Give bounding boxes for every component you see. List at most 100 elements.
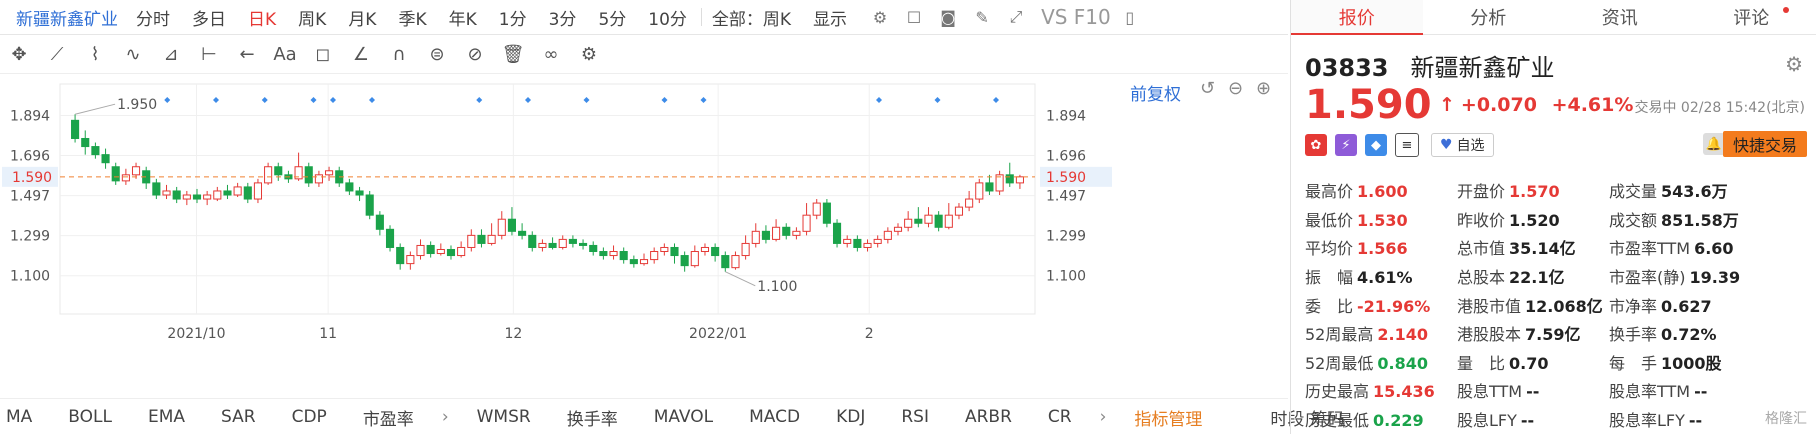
period-day-k[interactable]: 日K bbox=[248, 5, 276, 30]
zoom-out-icon[interactable]: ⊖ bbox=[1228, 78, 1243, 99]
stock-name-link[interactable]: 新疆新鑫矿业 bbox=[16, 5, 118, 30]
fib-tool-icon[interactable]: ⊿ bbox=[152, 35, 190, 73]
tag-icon[interactable]: ◆ bbox=[1365, 134, 1387, 156]
stat-label: 市盈率TTM bbox=[1609, 239, 1690, 258]
adjust-mode-link[interactable]: 前复权 bbox=[1130, 80, 1181, 105]
change-value: +0.070 bbox=[1461, 94, 1537, 116]
y-tick-label-right: 1.299 bbox=[1046, 229, 1086, 245]
period-week-k[interactable]: 周K bbox=[298, 5, 326, 30]
stat-value: 0.840 bbox=[1377, 354, 1428, 373]
camera-icon[interactable]: ◙ bbox=[937, 6, 959, 28]
wave-tool-icon[interactable]: ∿ bbox=[114, 35, 152, 73]
indicator-cr[interactable]: CR bbox=[1048, 407, 1072, 427]
notes-icon[interactable]: ≡ bbox=[1395, 133, 1419, 157]
panel-toggle-icon[interactable]: ▯ bbox=[1119, 6, 1141, 28]
lock-icon[interactable]: ⊜ bbox=[418, 35, 456, 73]
indicator-macd[interactable]: MACD bbox=[749, 407, 800, 427]
text-tool-icon[interactable]: Aa bbox=[266, 35, 304, 73]
indicator-sar[interactable]: SAR bbox=[221, 407, 256, 427]
indicator-rsi[interactable]: RSI bbox=[901, 407, 929, 427]
indicator-ema[interactable]: EMA bbox=[148, 407, 185, 427]
period-fenshi[interactable]: 分时 bbox=[136, 5, 170, 30]
period-1min[interactable]: 1分 bbox=[499, 5, 527, 30]
stat-value: 1.530 bbox=[1357, 211, 1408, 230]
candle-body bbox=[854, 239, 861, 247]
candle-body bbox=[580, 243, 587, 245]
comment-tool-icon[interactable]: ◻ bbox=[304, 35, 342, 73]
pencil-icon[interactable]: ✎ bbox=[971, 6, 993, 28]
display-dropdown[interactable]: 显示 bbox=[813, 5, 847, 30]
vs-f10-button[interactable]: VS F10 bbox=[1041, 5, 1111, 29]
chevron-right-icon[interactable]: › bbox=[1100, 407, 1107, 427]
delete-icon[interactable]: 🗑 bbox=[494, 35, 532, 73]
draw-settings-icon[interactable]: ⚙ bbox=[570, 35, 608, 73]
candle-body bbox=[925, 215, 932, 223]
candle-body bbox=[874, 239, 881, 243]
indicator-mavol[interactable]: MAVOL bbox=[654, 407, 713, 427]
lightning-icon[interactable]: ⚡ bbox=[1335, 134, 1357, 156]
indicator-turnover[interactable]: 换手率 bbox=[567, 405, 618, 430]
indicator-arbr[interactable]: ARBR bbox=[965, 407, 1012, 427]
square-icon[interactable]: ☐ bbox=[903, 6, 925, 28]
candle-body bbox=[183, 195, 190, 199]
stat-value: 0.72% bbox=[1661, 325, 1717, 344]
move-icon[interactable]: ✥ bbox=[0, 35, 38, 73]
reset-icon[interactable]: ↺ bbox=[1200, 78, 1215, 99]
candle-body bbox=[640, 260, 647, 264]
candle-body bbox=[153, 183, 160, 195]
period-duori[interactable]: 多日 bbox=[192, 5, 226, 30]
stat-value: 1.520 bbox=[1509, 211, 1560, 230]
period-10min[interactable]: 10分 bbox=[648, 5, 687, 30]
angle-tool-icon[interactable]: ∠ bbox=[342, 35, 380, 73]
indicator-manage-button[interactable]: 指标管理 bbox=[1134, 405, 1202, 430]
event-marker bbox=[993, 97, 999, 103]
indicator-boll[interactable]: BOLL bbox=[68, 407, 112, 427]
gear-icon[interactable]: ⚙ bbox=[1785, 52, 1803, 76]
quick-trade-button[interactable]: 快捷交易 bbox=[1723, 131, 1807, 157]
indicator-kdj[interactable]: KDJ bbox=[836, 407, 865, 427]
line-tool-icon[interactable]: ⟋ bbox=[38, 35, 76, 73]
tab-comments[interactable]: 评论 bbox=[1686, 0, 1816, 34]
stat-label: 历史最高 bbox=[1305, 382, 1369, 401]
link-icon[interactable]: ∞ bbox=[532, 35, 570, 73]
add-favorite-button[interactable]: ♥自选 bbox=[1431, 133, 1494, 157]
tab-analysis[interactable]: 分析 bbox=[1423, 0, 1555, 34]
tab-quote[interactable]: 报价 bbox=[1291, 0, 1423, 34]
indicator-pe[interactable]: 市盈率 bbox=[363, 405, 414, 430]
range-tool-icon[interactable]: ⊢ bbox=[190, 35, 228, 73]
polyline-tool-icon[interactable]: ⌇ bbox=[76, 35, 114, 73]
hide-icon[interactable]: ⊘ bbox=[456, 35, 494, 73]
settings-icon[interactable]: ⚙ bbox=[869, 6, 891, 28]
stat-label: 历史最低 bbox=[1305, 411, 1369, 430]
zoom-in-icon[interactable]: ⊕ bbox=[1256, 78, 1271, 99]
event-marker bbox=[213, 97, 219, 103]
period-year-k[interactable]: 年K bbox=[449, 5, 477, 30]
hk-flag-icon[interactable]: ✿ bbox=[1305, 134, 1327, 156]
period-month-k[interactable]: 月K bbox=[348, 5, 376, 30]
candle-body bbox=[508, 219, 515, 231]
indicator-ma[interactable]: MA bbox=[6, 407, 32, 427]
y-tick-label-right: 1.894 bbox=[1046, 108, 1086, 124]
arrow-tool-icon[interactable]: ← bbox=[228, 35, 266, 73]
period-3min[interactable]: 3分 bbox=[549, 5, 577, 30]
stat-value: 4.61% bbox=[1357, 268, 1413, 287]
bell-icon[interactable]: 🔔 bbox=[1703, 133, 1725, 155]
period-5min[interactable]: 5分 bbox=[598, 5, 626, 30]
fullscreen-icon[interactable]: ⤢ bbox=[1005, 6, 1027, 28]
price-change: ↑+0.070 +4.61% bbox=[1439, 94, 1633, 116]
heart-icon: ♥ bbox=[1440, 137, 1453, 153]
magnet-icon[interactable]: ∩ bbox=[380, 35, 418, 73]
tab-news[interactable]: 资讯 bbox=[1554, 0, 1686, 34]
indicator-wmsr[interactable]: WMSR bbox=[477, 407, 531, 427]
chevron-right-icon[interactable]: › bbox=[442, 407, 449, 427]
indicator-cdp[interactable]: CDP bbox=[292, 407, 327, 427]
adjust-dropdown[interactable]: 全部：周K bbox=[712, 5, 791, 30]
period-quarter-k[interactable]: 季K bbox=[398, 5, 426, 30]
stat-label: 总市值 bbox=[1457, 239, 1505, 258]
